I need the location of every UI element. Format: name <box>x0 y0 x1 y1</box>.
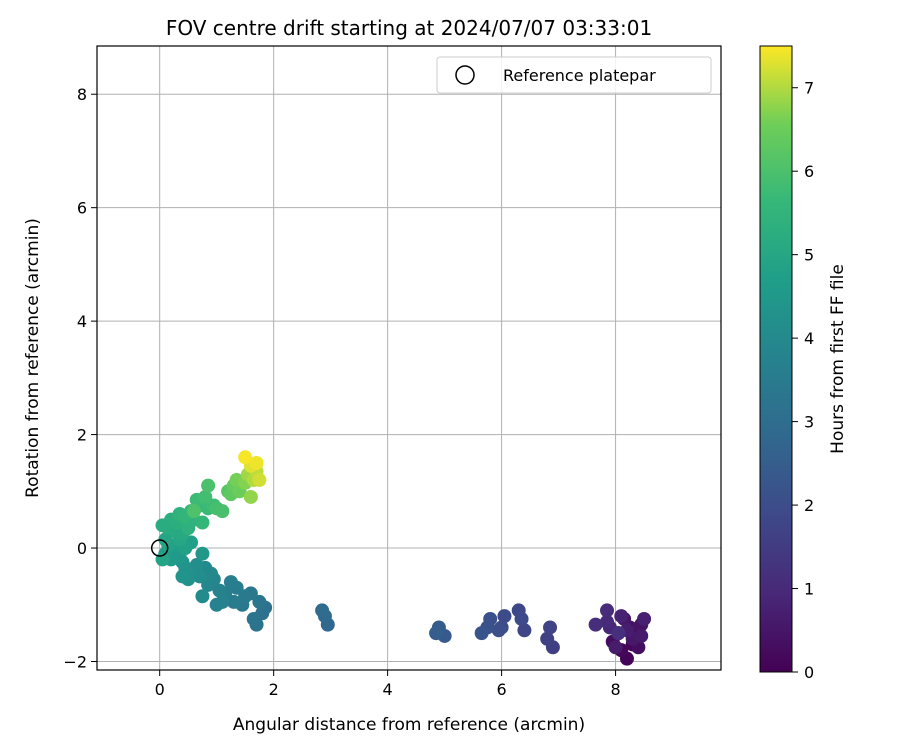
colorbar-tick-label: 2 <box>804 496 814 515</box>
data-point <box>514 611 529 626</box>
data-point <box>608 640 623 655</box>
y-tick-label: 4 <box>77 312 87 331</box>
data-point <box>243 489 258 504</box>
plot-frame <box>96 45 722 671</box>
data-point <box>600 603 615 618</box>
data-point <box>543 620 558 635</box>
data-point <box>540 631 555 646</box>
data-point <box>588 617 603 632</box>
data-point <box>497 609 512 624</box>
chart-title: FOV centre drift starting at 2024/07/07 … <box>166 16 652 40</box>
data-points <box>155 450 652 666</box>
legend-box <box>436 56 712 94</box>
data-point <box>611 626 626 641</box>
data-point <box>226 594 241 609</box>
data-point <box>201 478 216 493</box>
data-point <box>252 472 267 487</box>
x-tick-label: 0 <box>155 680 165 699</box>
data-point <box>175 569 190 584</box>
data-point <box>215 504 230 519</box>
legend-marker <box>455 65 475 85</box>
y-tick-label: 6 <box>77 199 87 218</box>
colorbar: 0 1 2 3 4 5 6 7 Hours from first FF file <box>759 45 848 682</box>
data-point <box>246 611 261 626</box>
x-tick-label: 2 <box>269 680 279 699</box>
data-point <box>600 614 615 629</box>
data-point <box>474 626 489 641</box>
colorbar-tick-label: 6 <box>804 162 814 181</box>
data-point <box>198 489 213 504</box>
data-point <box>252 594 267 609</box>
x-tick-label: 8 <box>610 680 620 699</box>
data-point <box>155 552 170 567</box>
data-point <box>614 609 629 624</box>
y-tick-label: 0 <box>77 539 87 558</box>
colorbar-gradient <box>759 45 793 673</box>
x-tick-label: 4 <box>383 680 393 699</box>
legend: Reference platepar <box>436 56 712 94</box>
data-point <box>201 577 216 592</box>
data-point <box>195 589 210 604</box>
data-point <box>238 589 253 604</box>
data-point <box>212 583 227 598</box>
data-point <box>223 575 238 590</box>
x-tick-label: 6 <box>497 680 507 699</box>
data-point <box>517 623 532 638</box>
data-point <box>158 532 173 547</box>
data-point <box>429 626 444 641</box>
y-axis-ticks: −2 0 2 4 6 8 <box>63 85 97 671</box>
data-point <box>249 455 264 470</box>
colorbar-label: Hours from first FF file <box>828 264 848 454</box>
colorbar-tick-label: 4 <box>804 329 814 348</box>
colorbar-ticks: 0 1 2 3 4 5 6 7 <box>792 79 814 682</box>
data-point <box>186 504 201 519</box>
y-axis-label: Rotation from reference (arcmin) <box>23 218 43 498</box>
colorbar-tick-label: 3 <box>804 413 814 432</box>
data-point <box>195 546 210 561</box>
colorbar-tick-label: 1 <box>804 580 814 599</box>
data-point <box>238 450 253 465</box>
data-point <box>634 628 649 643</box>
colorbar-tick-label: 7 <box>804 79 814 98</box>
reference-marker <box>150 539 169 557</box>
data-point <box>195 515 210 530</box>
colorbar-tick-label: 5 <box>804 246 814 265</box>
data-point <box>637 611 652 626</box>
data-point <box>315 603 330 618</box>
y-tick-label: 8 <box>77 85 87 104</box>
x-axis-label: Angular distance from reference (arcmin) <box>233 715 585 735</box>
colorbar-tick-label: 0 <box>804 663 814 682</box>
legend-label: Reference platepar <box>503 66 656 85</box>
y-tick-label: 2 <box>77 426 87 445</box>
y-tick-label: −2 <box>63 652 87 671</box>
data-point <box>209 597 224 612</box>
x-axis-ticks: 0 2 4 6 8 <box>155 670 621 699</box>
data-point <box>491 623 506 638</box>
